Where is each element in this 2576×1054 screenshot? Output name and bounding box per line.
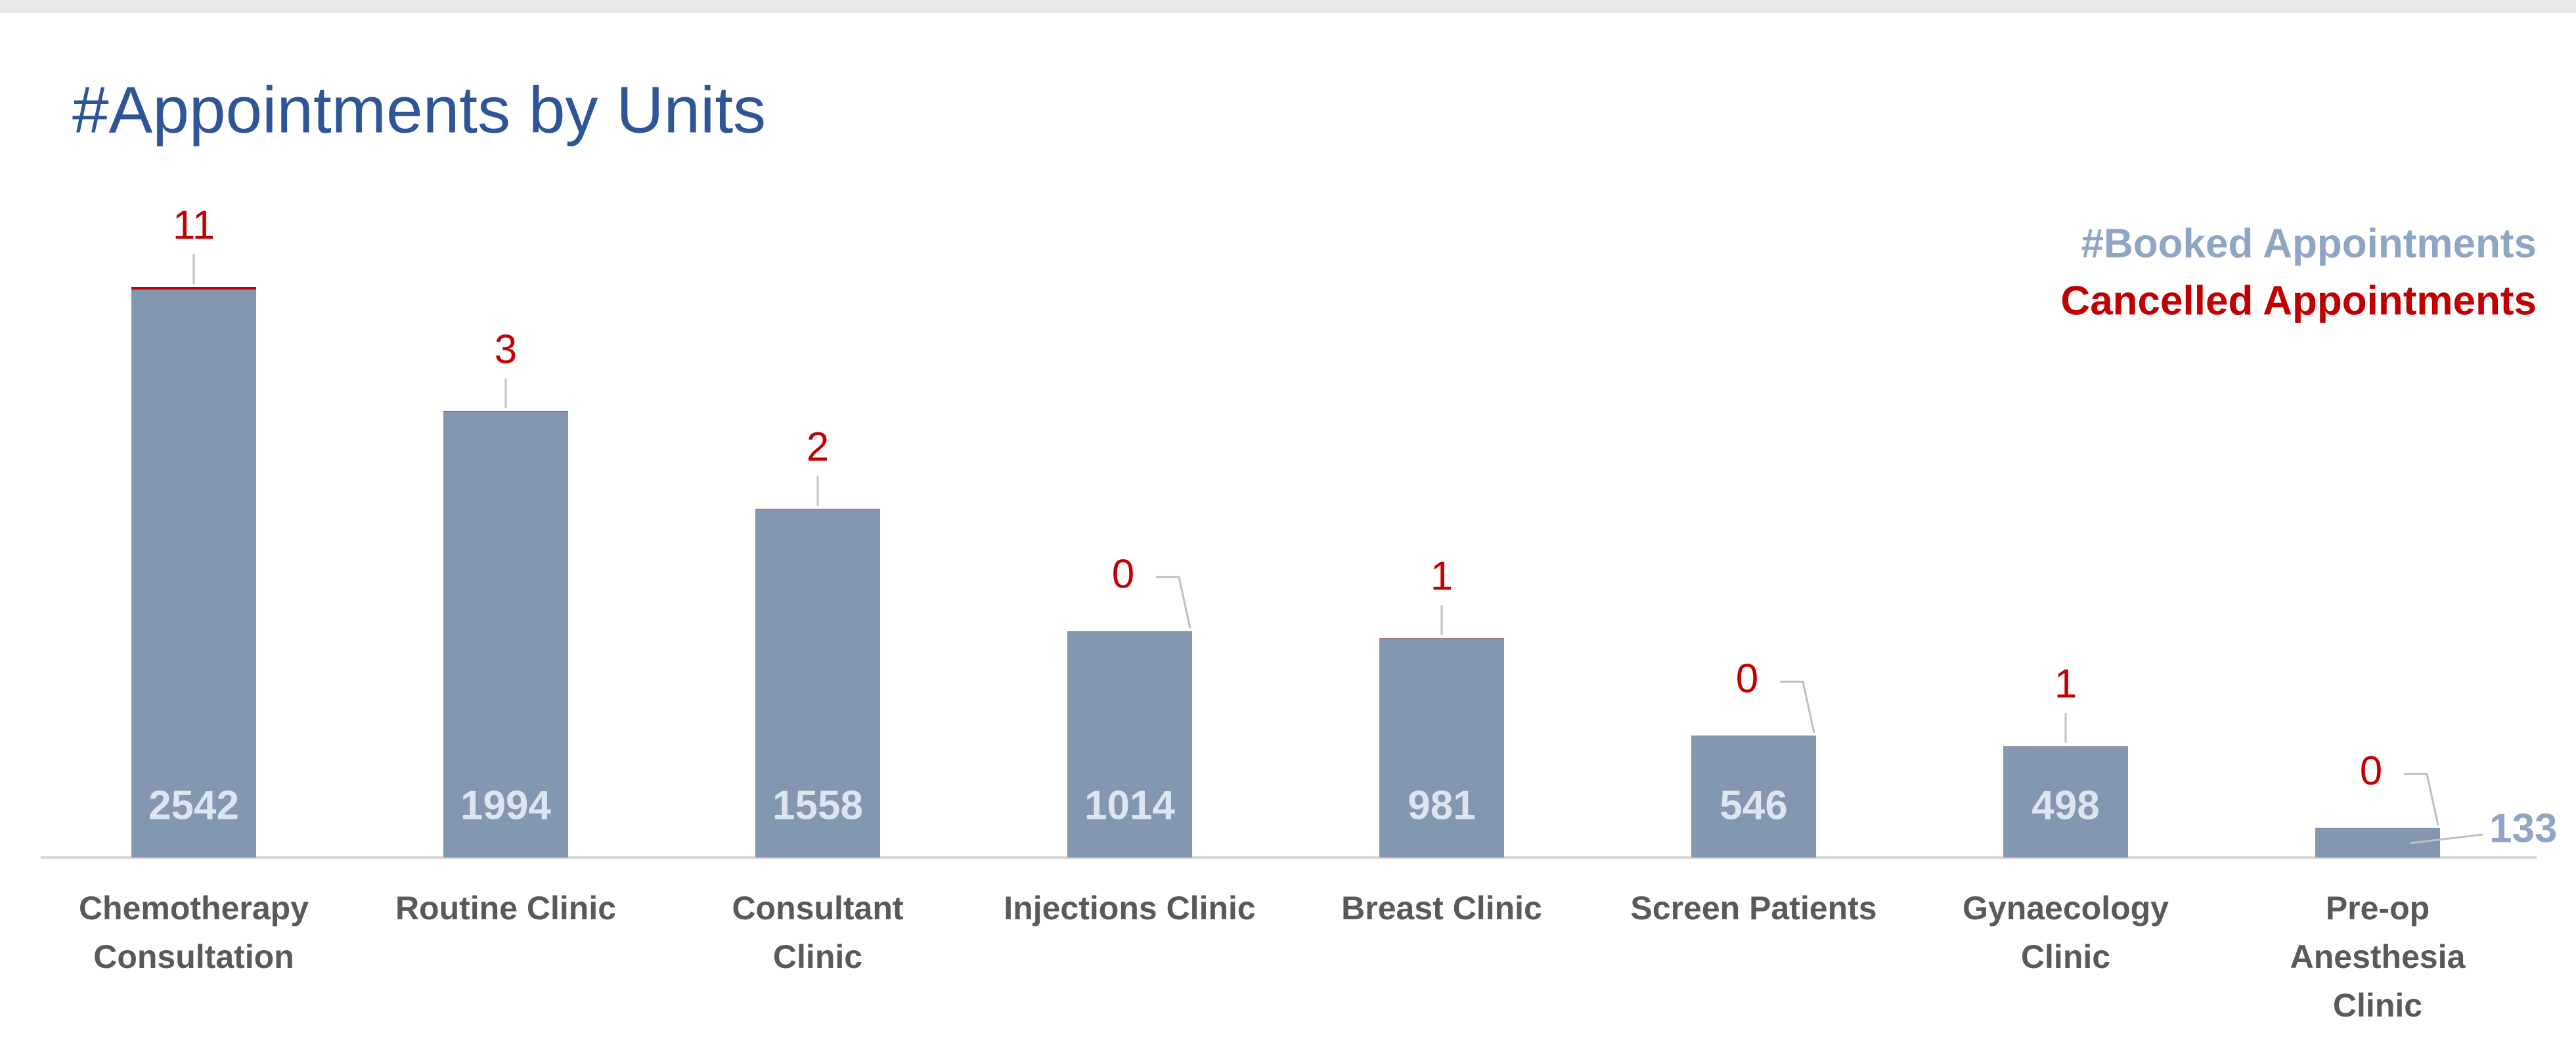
cancelled-label: 0 — [1112, 552, 1134, 597]
booked-bar — [2003, 746, 2128, 858]
booked-bar — [755, 509, 880, 858]
booked-label: 1558 — [772, 783, 863, 828]
x-tick-label: Gynaecology Clinic — [1963, 890, 2169, 975]
x-tick-label: Chemotherapy Consultation — [78, 890, 309, 975]
chart-title: #Appointments by Units — [72, 73, 766, 147]
booked-label: 498 — [2032, 783, 2099, 828]
x-tick-label: Routine Clinic — [395, 890, 617, 927]
booked-label: 1994 — [460, 783, 551, 828]
top-band — [0, 0, 2576, 13]
leader-line — [2410, 833, 2483, 844]
cancelled-bar — [755, 509, 880, 510]
cancelled-bar — [131, 287, 256, 290]
booked-label: 133 — [2489, 806, 2557, 851]
legend-entry: #Booked Appointments — [2081, 221, 2537, 266]
cancelled-bar — [443, 411, 568, 413]
legend-entry: Cancelled Appointments — [2060, 278, 2537, 323]
cancelled-label: 1 — [1431, 554, 1453, 599]
booked-bar — [1379, 638, 1504, 858]
leader-line — [2404, 773, 2439, 826]
cancelled-label: 3 — [495, 327, 517, 372]
leader-line — [1780, 680, 1815, 733]
x-tick-label: Screen Patients — [1630, 890, 1877, 927]
cancelled-label: 11 — [173, 202, 215, 248]
booked-bar — [1067, 631, 1192, 858]
cancelled-label: 2 — [807, 424, 829, 470]
x-tick-label: Pre-op Anesthesia Clinic — [2290, 890, 2466, 1024]
booked-label: 981 — [1408, 783, 1475, 828]
cancelled-label: 0 — [2360, 748, 2382, 794]
booked-label: 2542 — [148, 783, 239, 828]
cancelled-label: 0 — [1736, 656, 1758, 702]
booked-bar — [131, 289, 256, 858]
booked-label: 1014 — [1084, 783, 1175, 828]
x-tick-label: Consultant Clinic — [732, 890, 904, 975]
booked-bar — [1691, 735, 1816, 858]
booked-bar — [443, 412, 568, 858]
x-tick-label: Breast Clinic — [1341, 890, 1542, 927]
booked-label: 546 — [1720, 783, 1787, 828]
leader-line — [1156, 576, 1191, 629]
x-tick-label: Injections Clinic — [1004, 890, 1256, 927]
cancelled-label: 1 — [2054, 662, 2077, 707]
